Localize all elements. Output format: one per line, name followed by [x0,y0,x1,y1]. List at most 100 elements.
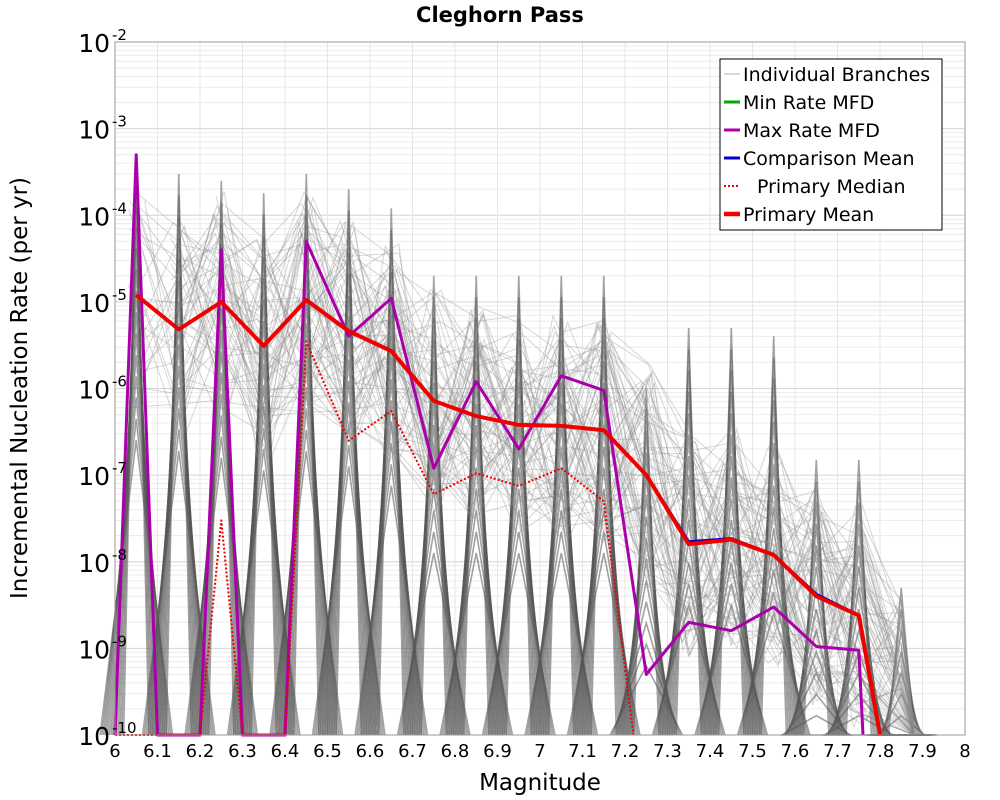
branch-curve [184,256,915,736]
branch-spike [880,670,922,736]
branch-spike [824,714,894,736]
branch-spike [335,189,363,736]
y-tick-label: 10 [78,549,110,578]
branch-curve [180,314,915,736]
branch-curve [136,285,915,736]
branch-curve [177,211,915,736]
branch-spike [119,205,154,736]
y-tick-exponent: -10 [112,719,137,737]
branch-curve [218,298,915,736]
branch-curve [134,203,915,736]
branch-curve [136,231,915,736]
x-tick-label: 6.2 [186,741,215,762]
branch-spike [788,627,845,736]
x-tick-label: 6.9 [483,741,512,762]
branch-curve [176,232,915,736]
branch-curve [177,240,915,736]
branch-curve [172,208,915,736]
branch-spike [158,259,200,736]
legend-label: Primary Mean [743,204,874,226]
primary-mean-line [134,293,882,736]
branch-curve [223,245,915,736]
y-tick-label: 10 [78,376,110,405]
x-tick-label: 6.6 [356,741,385,762]
branch-curve [172,254,915,736]
branch-curve [137,195,915,736]
branch-curve [299,240,915,736]
grid [114,42,966,736]
branch-spike [377,208,405,736]
branch-curve [265,282,915,736]
y-axis-label: Incremental Nucleation Rate (per yr) [7,177,33,599]
branch-curve [170,191,915,736]
branch-curve [307,285,915,736]
y-tick-exponent: -6 [112,373,127,391]
branch-curve [180,241,915,736]
primary-median-line [115,340,635,736]
branch-spike [246,235,281,736]
y-tick-label: 10 [78,722,110,751]
branch-curve [144,200,915,736]
x-tick-label: 8 [959,741,970,762]
branch-curve [130,302,915,736]
x-axis-label: Magnitude [479,770,601,796]
x-tick-label: 7.2 [611,741,640,762]
plot-frame [114,41,966,736]
legend-label: Max Rate MFD [743,120,880,142]
branch-spike [736,610,811,736]
individual-branches [99,163,938,736]
branch-curve [142,250,915,736]
legend-label: Individual Branches [743,64,930,86]
branch-curve [264,266,915,736]
y-tick-exponent: -2 [112,26,127,44]
y-tick-label: 10 [78,29,110,58]
branch-spike [204,223,239,736]
y-tick-label: 10 [78,635,110,664]
x-tick-label: 6.7 [398,741,427,762]
branch-curve [270,263,915,736]
y-tick-exponent: -5 [112,286,127,304]
y-tick-label: 10 [78,289,110,318]
legend-label: Min Rate MFD [743,92,874,114]
summary-lines [113,153,882,737]
branch-spike [163,195,194,736]
branch-curve [170,211,915,736]
branch-curve [177,195,915,736]
x-tick-label: 6.3 [228,741,257,762]
branch-spike [825,693,892,736]
branch-curve [179,229,915,736]
branch-curve [136,215,915,736]
branch-curve [181,261,915,736]
x-tick-label: 6.5 [313,741,342,762]
branch-curve [137,193,915,736]
branch-spike [329,253,368,736]
legend: Individual Branches Min Rate MFD Max Rate … [719,58,943,231]
branch-spike [333,210,364,736]
branch-spike [202,244,241,736]
y-tick-exponent: -9 [112,632,127,650]
branch-spike [115,248,157,736]
branch-spike [331,231,366,736]
branch-curve [129,219,915,736]
branch-spike [250,193,278,736]
x-tick-label: 7.9 [908,741,937,762]
branch-curve [313,290,915,736]
branch-curve [138,213,915,736]
branch-curve [215,195,915,736]
branch-curve [134,231,915,736]
branch-curve [143,206,915,736]
branch-curve [128,225,915,736]
branch-curve [134,222,915,736]
branch-spike [117,227,156,736]
branch-curve [128,191,915,736]
y-tick-exponent: -8 [112,546,127,564]
branch-spike [161,216,196,736]
branch-curve [177,238,915,736]
legend-label: Primary Median [757,176,906,198]
branch-spike [877,714,926,736]
branch-spike [159,237,198,736]
y-tick-exponent: -4 [112,199,127,217]
branch-curve [169,238,915,736]
branch-curve [131,196,915,736]
